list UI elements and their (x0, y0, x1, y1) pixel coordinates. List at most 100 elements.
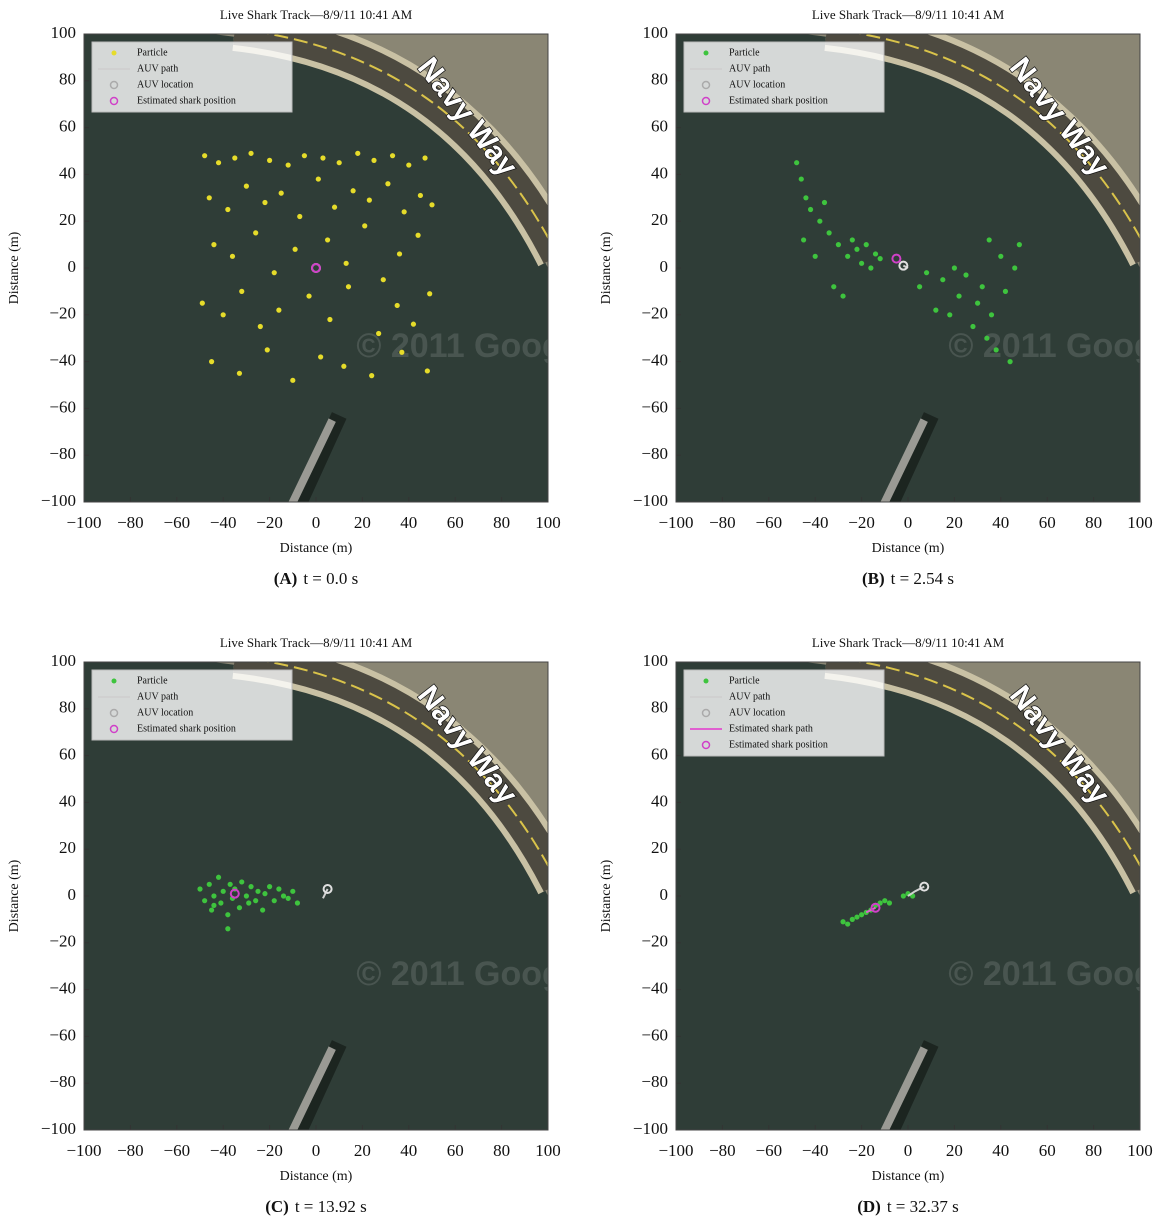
y-tick-label: −60 (49, 1025, 76, 1044)
particle (887, 900, 892, 905)
caption: (D)t = 32.37 s (857, 1197, 959, 1216)
particle (244, 184, 249, 189)
caption-label: (A) (274, 569, 298, 588)
x-tick-label: −20 (256, 513, 283, 532)
particle (209, 359, 214, 364)
legend-label: Particle (137, 675, 168, 686)
particle (225, 926, 230, 931)
x-tick-label: 80 (1085, 1141, 1102, 1160)
particle (956, 293, 961, 298)
particle (200, 301, 205, 306)
particle (840, 293, 845, 298)
legend-label: AUV path (729, 691, 770, 702)
x-tick-label: 100 (535, 513, 561, 532)
x-tick-label: 80 (1085, 513, 1102, 532)
particle (984, 336, 989, 341)
particle (850, 917, 855, 922)
x-tick-label: −60 (164, 513, 191, 532)
particle (351, 188, 356, 193)
legend-label: AUV path (729, 63, 770, 74)
particle (248, 884, 253, 889)
x-tick-label: 60 (447, 513, 464, 532)
y-tick-label: 20 (59, 210, 76, 229)
particle (395, 303, 400, 308)
particle (840, 919, 845, 924)
particle (337, 160, 342, 165)
particle (385, 181, 390, 186)
particle (248, 151, 253, 156)
y-tick-label: 20 (59, 838, 76, 857)
y-tick-label: −20 (49, 932, 76, 951)
y-tick-label: 0 (660, 257, 669, 276)
y-tick-label: 80 (59, 70, 76, 89)
particle (216, 875, 221, 880)
particle (854, 914, 859, 919)
panel: Navy Way© 2011 Google−100−80−60−40−20020… (7, 7, 591, 588)
particle (987, 237, 992, 242)
particle (327, 317, 332, 322)
particle (318, 354, 323, 359)
y-tick-label: 100 (643, 23, 669, 42)
y-tick-label: 0 (68, 885, 77, 904)
legend-label: AUV path (137, 63, 178, 74)
y-tick-label: 60 (651, 117, 668, 136)
chart-title: Live Shark Track—8/9/11 10:41 AM (220, 635, 413, 650)
y-tick-label: −100 (633, 491, 668, 510)
particle (864, 242, 869, 247)
x-axis-label: Distance (m) (280, 1169, 353, 1184)
map-watermark: © 2011 Google (356, 955, 591, 993)
legend-label: Particle (729, 47, 760, 58)
particle (933, 308, 938, 313)
legend-label: AUV location (137, 79, 193, 90)
x-tick-label: 80 (493, 1141, 510, 1160)
y-tick-label: −20 (49, 304, 76, 323)
particle (272, 270, 277, 275)
y-tick-label: 60 (59, 117, 76, 136)
y-tick-label: 100 (643, 651, 669, 670)
x-tick-label: 40 (400, 1141, 417, 1160)
y-tick-label: −20 (641, 932, 668, 951)
x-tick-label: 20 (946, 1141, 963, 1160)
particle (279, 191, 284, 196)
x-tick-label: 20 (354, 1141, 371, 1160)
x-tick-label: −80 (709, 513, 736, 532)
x-tick-label: 100 (1127, 1141, 1153, 1160)
particle (998, 254, 1003, 259)
x-tick-label: −100 (66, 513, 101, 532)
x-tick-label: 0 (312, 1141, 321, 1160)
particle (845, 254, 850, 259)
y-tick-label: −40 (641, 351, 668, 370)
y-tick-label: 0 (68, 257, 77, 276)
y-tick-label: −100 (633, 1119, 668, 1138)
particle (854, 247, 859, 252)
particle (940, 277, 945, 282)
particle (218, 900, 223, 905)
caption-label: (B) (862, 569, 885, 588)
particle (817, 219, 822, 224)
x-tick-label: −100 (658, 1141, 693, 1160)
y-tick-label: 80 (651, 70, 668, 89)
particle (244, 893, 249, 898)
caption: (C)t = 13.92 s (265, 1197, 367, 1216)
y-tick-label: −40 (641, 979, 668, 998)
particle (371, 158, 376, 163)
particle (882, 898, 887, 903)
particle (402, 209, 407, 214)
particle (963, 272, 968, 277)
particle (813, 254, 818, 259)
particle (302, 153, 307, 158)
y-tick-label: −60 (641, 1025, 668, 1044)
particle (376, 331, 381, 336)
particle (281, 893, 286, 898)
x-tick-label: −80 (117, 1141, 144, 1160)
particle (845, 921, 850, 926)
legend-label: AUV location (137, 707, 193, 718)
particle (258, 324, 263, 329)
particle (427, 291, 432, 296)
y-tick-label: 100 (51, 651, 77, 670)
y-tick-label: −80 (49, 1072, 76, 1091)
x-axis-label: Distance (m) (872, 1169, 945, 1184)
caption-text: t = 32.37 s (887, 1197, 959, 1216)
particle (970, 324, 975, 329)
y-tick-label: −40 (49, 351, 76, 370)
